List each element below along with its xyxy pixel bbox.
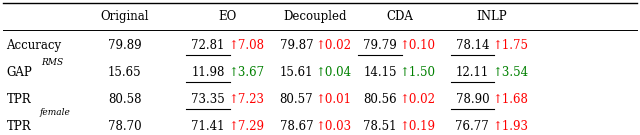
Text: 79.79: 79.79 — [364, 39, 397, 52]
Text: 78.70: 78.70 — [108, 120, 141, 133]
Text: ↑3.67: ↑3.67 — [228, 66, 264, 79]
Text: 79.87: 79.87 — [280, 39, 313, 52]
Text: 80.58: 80.58 — [108, 93, 141, 106]
Text: ↑0.03: ↑0.03 — [316, 120, 351, 133]
Text: EO: EO — [218, 10, 236, 23]
Text: TPR: TPR — [6, 120, 31, 133]
Text: GAP: GAP — [6, 66, 32, 79]
Text: 72.81: 72.81 — [191, 39, 225, 52]
Text: ↑7.29: ↑7.29 — [228, 120, 264, 133]
Text: 79.89: 79.89 — [108, 39, 141, 52]
Text: 11.98: 11.98 — [191, 66, 225, 79]
Text: INLP: INLP — [476, 10, 507, 23]
Text: ↑1.75: ↑1.75 — [493, 39, 529, 52]
Text: female: female — [40, 108, 70, 117]
Text: ↑0.04: ↑0.04 — [316, 66, 351, 79]
Text: RMS: RMS — [41, 58, 63, 67]
Text: Accuracy: Accuracy — [6, 39, 61, 52]
Text: 78.51: 78.51 — [364, 120, 397, 133]
Text: 15.61: 15.61 — [280, 66, 313, 79]
Text: ↑0.02: ↑0.02 — [316, 39, 351, 52]
Text: ↑0.19: ↑0.19 — [400, 120, 436, 133]
Text: 78.90: 78.90 — [456, 93, 489, 106]
Text: ↑1.93: ↑1.93 — [493, 120, 529, 133]
Text: 80.56: 80.56 — [364, 93, 397, 106]
Text: ↑1.68: ↑1.68 — [493, 93, 529, 106]
Text: 12.11: 12.11 — [456, 66, 489, 79]
Text: ↑1.50: ↑1.50 — [400, 66, 436, 79]
Text: 71.41: 71.41 — [191, 120, 225, 133]
Text: TPR: TPR — [6, 93, 31, 106]
Text: 73.35: 73.35 — [191, 93, 225, 106]
Text: Decoupled: Decoupled — [283, 10, 347, 23]
Text: 14.15: 14.15 — [364, 66, 397, 79]
Text: 15.65: 15.65 — [108, 66, 141, 79]
Text: ↑0.02: ↑0.02 — [400, 93, 436, 106]
Text: ↑7.08: ↑7.08 — [228, 39, 264, 52]
Text: 78.67: 78.67 — [280, 120, 313, 133]
Text: CDA: CDA — [386, 10, 413, 23]
Text: ↑0.01: ↑0.01 — [316, 93, 351, 106]
Text: ↑0.10: ↑0.10 — [400, 39, 436, 52]
Text: ↑3.54: ↑3.54 — [493, 66, 529, 79]
Text: Original: Original — [100, 10, 149, 23]
Text: 78.14: 78.14 — [456, 39, 489, 52]
Text: 76.77: 76.77 — [456, 120, 489, 133]
Text: ↑7.23: ↑7.23 — [228, 93, 264, 106]
Text: 80.57: 80.57 — [280, 93, 313, 106]
